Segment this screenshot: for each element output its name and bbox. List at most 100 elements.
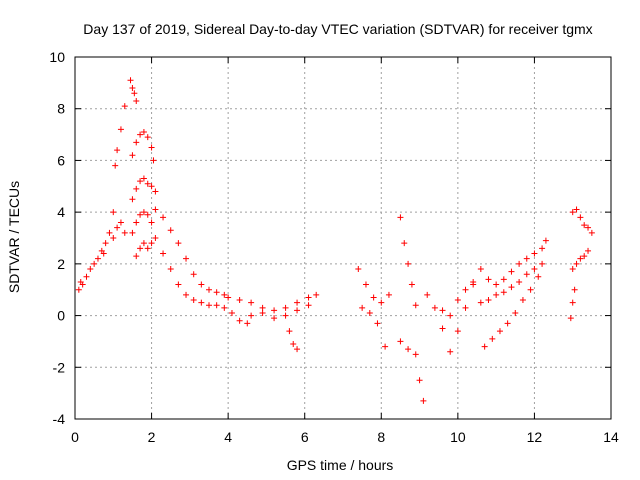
data-point [167,266,174,273]
y-tick-label: 8 [57,101,65,117]
data-point [190,271,197,278]
data-point [183,255,190,262]
data-point [290,341,297,348]
data-point [485,276,492,283]
data-point [190,297,197,304]
data-point [500,276,507,283]
x-tick-label: 8 [377,429,385,445]
data-point [489,335,496,342]
data-point [500,289,507,296]
data-point [152,235,159,241]
data-point [140,240,147,247]
data-point [305,302,312,309]
data-point [585,247,592,254]
data-point [382,343,389,350]
data-point [75,286,82,293]
data-point [496,328,503,335]
data-point [148,183,155,190]
data-point [259,309,266,316]
data-point [313,291,320,298]
data-point [420,397,427,404]
data-point [175,281,182,288]
data-point [271,307,278,314]
data-point [282,304,289,311]
x-tick-label: 0 [71,429,79,445]
data-point [508,268,515,275]
data-point [144,211,151,218]
data-point [129,152,136,159]
data-point [87,266,94,273]
data-point [228,309,235,316]
data-point [397,214,404,221]
data-point [294,346,301,353]
data-point [206,302,212,309]
data-point [282,312,289,319]
data-point [539,260,546,267]
data-point [198,281,205,288]
data-point [577,214,584,221]
data-point [567,315,574,322]
data-point [569,209,576,216]
data-point [102,240,109,247]
y-tick-label: 2 [57,256,65,272]
data-point [355,266,362,273]
data-point [133,139,140,146]
data-point [523,255,530,262]
data-point [374,320,381,327]
data-point [148,219,155,226]
data-point [454,328,461,335]
data-point [236,317,243,324]
data-point [512,309,519,316]
x-tick-label: 6 [301,429,309,445]
data-point [133,185,140,192]
data-point [91,260,98,267]
data-point [148,144,155,151]
data-point [401,240,408,247]
data-point [127,77,134,84]
data-point [571,286,578,293]
data-point [206,286,212,293]
data-point [462,304,469,311]
data-point [416,377,423,384]
chart-title: Day 137 of 2019, Sidereal Day-to-day VTE… [83,21,592,37]
data-point [477,299,484,306]
y-tick-label: -4 [53,411,66,427]
data-point [121,103,128,110]
data-point [439,325,446,332]
data-point [531,250,538,257]
y-tick-label: 6 [57,152,65,168]
data-point [94,255,101,262]
data-point [523,271,530,278]
data-point [140,175,147,182]
data-point [454,297,461,304]
data-point [504,320,511,327]
plot-frame [74,56,612,420]
x-tick-label: 10 [450,429,466,445]
data-point [100,250,107,257]
data-point [144,245,151,252]
data-point [221,291,228,298]
data-point [588,229,595,236]
data-points [75,77,595,404]
data-point [573,206,580,213]
data-point [405,346,412,353]
data-point [121,229,128,236]
data-point [129,85,136,92]
data-point [133,219,140,226]
data-point [569,266,576,273]
y-tick-label: -2 [53,359,66,375]
data-point [144,180,151,187]
data-point [137,245,144,252]
data-point [378,299,385,306]
data-point [462,286,469,293]
data-point [359,304,366,311]
data-point [447,348,454,355]
data-point [581,253,588,260]
data-point [133,253,140,260]
data-point [137,178,144,185]
data-point [493,281,500,288]
data-point [370,294,377,301]
data-point [114,224,121,231]
data-point [152,188,159,195]
